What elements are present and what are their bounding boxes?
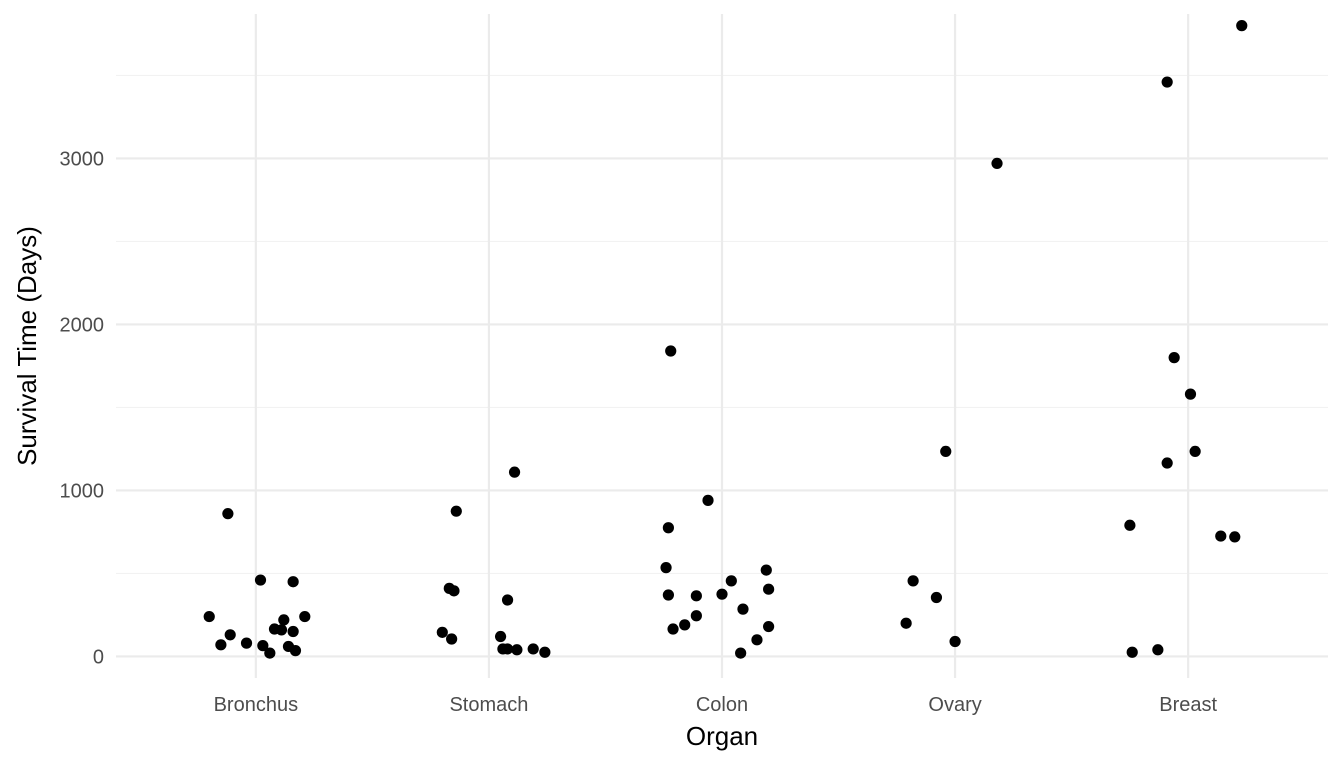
data-point [1161, 76, 1173, 88]
data-point [299, 610, 311, 623]
y-tick-label: 0 [93, 646, 104, 668]
data-point [215, 639, 227, 651]
data-point [501, 594, 514, 606]
x-tick-label: Bronchus [214, 694, 299, 716]
y-tick-label: 2000 [60, 314, 105, 336]
y-axis-title: Survival Time (Days) [12, 226, 42, 466]
data-point [1124, 519, 1136, 531]
data-point [900, 617, 912, 629]
data-point [660, 562, 672, 574]
data-points [203, 20, 1248, 659]
x-tick-label: Breast [1159, 694, 1217, 716]
data-point [991, 157, 1003, 169]
x-tick-label: Colon [696, 694, 748, 716]
data-point [511, 644, 523, 656]
data-point [287, 625, 299, 638]
data-point [1229, 531, 1241, 543]
data-point [662, 589, 674, 601]
data-point [287, 576, 299, 588]
data-point [1236, 20, 1248, 32]
data-point [264, 647, 276, 659]
data-point [665, 345, 677, 357]
y-axis-tick-labels: 0 1000 2000 3000 [60, 148, 105, 668]
data-point [763, 583, 775, 595]
data-point [702, 494, 714, 506]
data-point [907, 575, 919, 587]
data-point [508, 466, 521, 478]
data-point [690, 590, 702, 602]
data-point [1189, 445, 1201, 458]
data-point [446, 633, 458, 645]
data-point [450, 505, 462, 517]
data-point [527, 643, 539, 655]
data-point [448, 585, 460, 597]
data-point [1126, 646, 1138, 658]
data-point [949, 635, 961, 648]
data-point [222, 508, 234, 520]
grid-lines [116, 14, 1328, 678]
data-point [275, 624, 288, 636]
x-axis-title: Organ [686, 721, 758, 751]
y-tick-label: 3000 [60, 148, 105, 170]
data-point [224, 629, 236, 641]
data-point [1184, 388, 1197, 400]
data-point [667, 623, 679, 635]
data-point [1168, 352, 1180, 364]
data-point [539, 646, 551, 658]
data-point [751, 634, 763, 646]
data-point [257, 640, 269, 652]
data-point [494, 630, 507, 643]
data-point [679, 619, 691, 631]
data-point [1161, 457, 1173, 469]
data-point [436, 626, 448, 638]
x-axis-tick-labels: Bronchus Stomach Colon Ovary Breast [214, 694, 1218, 716]
data-point [760, 564, 772, 576]
y-tick-label: 1000 [60, 480, 105, 502]
data-point [1152, 644, 1164, 656]
data-point [662, 522, 674, 534]
x-tick-label: Stomach [449, 694, 528, 716]
data-point [735, 647, 747, 659]
x-tick-label: Ovary [928, 694, 981, 716]
data-point [501, 643, 514, 655]
data-point [1215, 530, 1227, 542]
data-point [716, 588, 728, 600]
data-point [203, 610, 215, 623]
data-point [737, 603, 749, 615]
data-point [254, 574, 267, 586]
data-point [763, 620, 775, 633]
data-point [289, 645, 302, 657]
data-point [278, 614, 290, 626]
data-point [930, 591, 943, 604]
data-point [940, 445, 952, 458]
data-point [240, 637, 253, 649]
data-point [725, 575, 737, 587]
data-point [690, 610, 702, 622]
